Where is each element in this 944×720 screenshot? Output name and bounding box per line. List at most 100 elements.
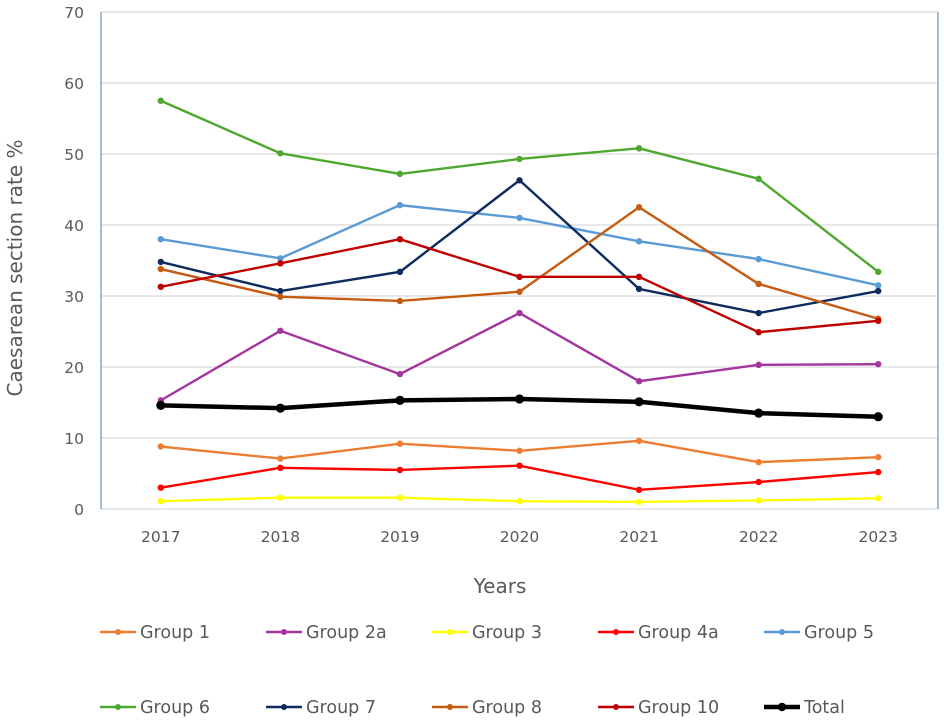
- legend-marker: [281, 704, 287, 710]
- data-point: [157, 236, 164, 243]
- legend-marker: [613, 629, 619, 635]
- legend-item: Total: [764, 698, 845, 718]
- data-point: [516, 214, 523, 222]
- y-tick-label: 0: [74, 501, 84, 519]
- data-point: [635, 285, 643, 293]
- legend-marker: [115, 704, 121, 710]
- legend-label: Group 8: [472, 698, 542, 718]
- data-point: [277, 494, 284, 501]
- data-point: [516, 273, 523, 281]
- x-tick-label: 2022: [739, 528, 778, 546]
- data-point: [875, 453, 882, 461]
- data-point: [755, 280, 762, 288]
- legend-label: Group 2a: [306, 623, 387, 643]
- data-point: [157, 484, 164, 491]
- y-tick-label: 70: [64, 4, 84, 22]
- series-line: [160, 99, 879, 273]
- x-tick-labels: 2017 2018 2019 2020 2021 2022 2023: [141, 528, 898, 546]
- data-point: [755, 175, 762, 183]
- data-point: [275, 403, 285, 413]
- series-group-8: [157, 204, 882, 322]
- x-tick-label: 2023: [858, 528, 897, 546]
- data-point: [157, 497, 164, 505]
- data-point: [635, 486, 643, 494]
- legend-marker: [613, 704, 619, 710]
- data-point: [635, 273, 643, 281]
- legend-marker: [447, 629, 453, 635]
- y-tick-label: 60: [64, 75, 84, 93]
- data-point: [755, 497, 762, 504]
- legend-item: Group 1: [100, 623, 210, 643]
- y-axis-title: Caesarean section rate %: [3, 140, 27, 397]
- legend-label: Group 10: [638, 698, 719, 718]
- data-point: [157, 283, 164, 290]
- data-point: [396, 170, 404, 178]
- legend-item: Group 6: [100, 698, 210, 718]
- data-point: [396, 494, 404, 501]
- data-point: [516, 497, 523, 505]
- series-group-4a: [157, 462, 882, 494]
- legend-item: Group 4a: [598, 623, 719, 643]
- data-point: [635, 145, 643, 152]
- legend-marker: [115, 629, 121, 635]
- data-point: [516, 177, 523, 184]
- data-point: [277, 293, 284, 300]
- data-point: [277, 255, 284, 262]
- data-point: [277, 150, 284, 157]
- data-point: [395, 395, 405, 405]
- series-group-5: [157, 201, 882, 289]
- data-point: [516, 309, 523, 317]
- legend-label: Group 5: [804, 623, 874, 643]
- series-line: [160, 237, 879, 334]
- series-group-2a: [157, 309, 882, 404]
- data-point: [635, 498, 643, 506]
- legend-label: Group 1: [140, 623, 210, 643]
- legend-item: Group 10: [598, 698, 719, 718]
- data-point: [755, 361, 762, 369]
- data-point: [875, 360, 882, 368]
- data-point: [635, 204, 643, 211]
- legend-label: Group 6: [140, 698, 210, 718]
- gridlines: [101, 11, 938, 510]
- y-tick-labels: 0 10 20 30 40 50 60 70: [64, 4, 84, 519]
- data-point: [873, 412, 883, 422]
- x-tick-label: 2021: [619, 528, 658, 546]
- series-total: [156, 394, 883, 422]
- legend-item: Group 5: [764, 623, 874, 643]
- data-point: [157, 97, 164, 104]
- legend-label: Group 3: [472, 623, 542, 643]
- data-point: [514, 394, 525, 404]
- legend-marker: [779, 629, 785, 635]
- legend-marker: [281, 629, 287, 635]
- data-point: [157, 443, 164, 450]
- series-group-6: [157, 97, 882, 276]
- x-tick-label: 2020: [500, 528, 539, 546]
- x-tick-label: 2019: [380, 528, 419, 546]
- x-tick-label: 2018: [261, 528, 300, 546]
- data-point: [516, 288, 523, 295]
- data-point: [157, 258, 164, 266]
- y-tick-label: 40: [64, 217, 84, 235]
- series-line: [160, 464, 879, 492]
- series-group-7: [157, 177, 882, 317]
- legend-item: Group 2a: [266, 623, 387, 643]
- data-point: [634, 397, 644, 407]
- series-group-3: [157, 494, 882, 506]
- data-point: [755, 458, 762, 466]
- series-lines: [156, 97, 883, 506]
- legend-marker: [447, 704, 453, 710]
- data-point: [396, 268, 404, 276]
- series-group-10: [157, 236, 882, 336]
- series-line: [160, 206, 879, 320]
- data-point: [277, 260, 284, 267]
- data-point: [396, 297, 404, 305]
- data-point: [635, 238, 643, 245]
- legend: Group 1 Group 2a Group 3 Group 4a Group 5 Gro…: [100, 623, 874, 718]
- data-point: [755, 478, 762, 486]
- data-point: [277, 287, 284, 295]
- legend-label: Group 7: [306, 698, 376, 718]
- y-tick-label: 30: [64, 288, 84, 306]
- data-point: [635, 437, 643, 445]
- data-point: [277, 464, 284, 472]
